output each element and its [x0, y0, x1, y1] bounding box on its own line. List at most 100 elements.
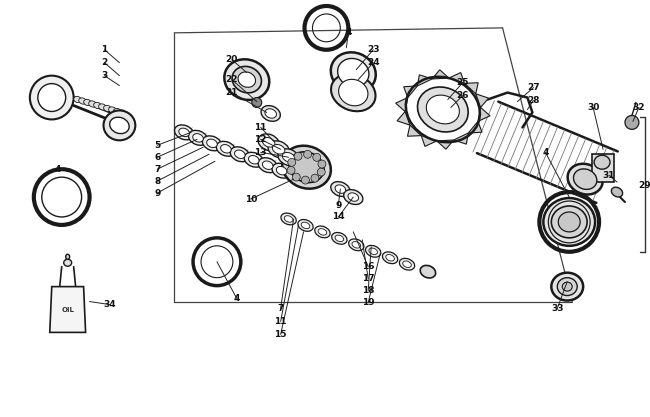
Ellipse shape [73, 96, 81, 103]
Text: 18: 18 [362, 286, 374, 295]
Text: 9: 9 [154, 188, 161, 198]
Ellipse shape [278, 149, 299, 166]
Ellipse shape [94, 103, 101, 108]
Circle shape [30, 75, 73, 119]
Text: 9: 9 [335, 201, 341, 209]
Circle shape [294, 152, 302, 160]
Ellipse shape [258, 158, 278, 173]
Polygon shape [454, 133, 468, 144]
Ellipse shape [282, 146, 331, 189]
Ellipse shape [268, 141, 289, 158]
Ellipse shape [263, 161, 273, 169]
Polygon shape [404, 86, 417, 98]
Ellipse shape [382, 252, 398, 264]
Ellipse shape [103, 106, 111, 112]
Ellipse shape [216, 141, 235, 156]
Ellipse shape [230, 147, 250, 162]
Ellipse shape [335, 235, 344, 241]
Circle shape [625, 116, 639, 129]
Ellipse shape [193, 133, 203, 142]
Text: 5: 5 [154, 141, 161, 150]
Polygon shape [468, 121, 482, 133]
Text: 30: 30 [587, 103, 599, 112]
Ellipse shape [557, 278, 577, 296]
Polygon shape [408, 125, 421, 136]
Text: 25: 25 [456, 78, 469, 87]
Ellipse shape [558, 212, 580, 232]
Ellipse shape [417, 87, 468, 132]
Text: 1: 1 [101, 45, 108, 54]
Ellipse shape [562, 282, 572, 291]
Ellipse shape [248, 156, 259, 164]
Text: 27: 27 [527, 83, 540, 92]
Text: 15: 15 [274, 330, 287, 339]
Circle shape [288, 158, 296, 166]
Ellipse shape [238, 72, 255, 87]
Ellipse shape [235, 150, 245, 158]
Ellipse shape [220, 145, 231, 153]
Text: 21: 21 [226, 88, 238, 97]
Text: 4: 4 [345, 28, 352, 38]
Ellipse shape [276, 166, 287, 175]
Ellipse shape [289, 152, 324, 183]
Ellipse shape [426, 95, 460, 124]
Ellipse shape [348, 239, 364, 251]
Ellipse shape [594, 155, 610, 169]
Ellipse shape [573, 169, 597, 189]
Text: 12: 12 [255, 135, 267, 144]
Text: 28: 28 [527, 96, 540, 105]
Ellipse shape [365, 246, 381, 257]
Ellipse shape [99, 104, 107, 110]
Ellipse shape [258, 134, 280, 151]
Ellipse shape [315, 226, 330, 238]
Text: 7: 7 [278, 304, 284, 313]
Text: 20: 20 [226, 55, 238, 64]
Ellipse shape [272, 163, 291, 178]
Ellipse shape [282, 153, 295, 162]
Text: 19: 19 [362, 298, 374, 307]
Ellipse shape [399, 259, 415, 270]
Circle shape [292, 173, 300, 181]
Ellipse shape [179, 128, 189, 137]
Ellipse shape [272, 144, 285, 154]
Polygon shape [432, 70, 449, 79]
Text: 11: 11 [274, 317, 287, 326]
Ellipse shape [261, 106, 280, 121]
Ellipse shape [66, 254, 70, 259]
Ellipse shape [335, 185, 346, 193]
Text: 4: 4 [542, 148, 549, 157]
Circle shape [287, 166, 295, 174]
Ellipse shape [403, 261, 411, 267]
Polygon shape [449, 73, 465, 83]
Ellipse shape [567, 164, 603, 194]
Circle shape [38, 83, 66, 111]
Ellipse shape [551, 273, 583, 301]
Ellipse shape [344, 190, 363, 204]
Text: 11: 11 [255, 123, 267, 132]
Polygon shape [476, 94, 489, 108]
Text: 3: 3 [101, 71, 108, 80]
Polygon shape [478, 108, 490, 121]
Text: 2: 2 [101, 58, 108, 67]
Text: 22: 22 [226, 75, 238, 84]
Polygon shape [417, 75, 432, 86]
Text: 26: 26 [456, 91, 469, 100]
Ellipse shape [224, 59, 269, 100]
Polygon shape [421, 136, 437, 146]
Polygon shape [396, 98, 408, 111]
Ellipse shape [386, 254, 395, 261]
Text: 14: 14 [332, 212, 345, 221]
Ellipse shape [103, 111, 135, 141]
Ellipse shape [551, 206, 587, 238]
Ellipse shape [543, 198, 595, 246]
Text: 6: 6 [154, 153, 161, 162]
Ellipse shape [84, 99, 92, 106]
Ellipse shape [332, 232, 347, 244]
Ellipse shape [202, 136, 222, 151]
Ellipse shape [337, 58, 369, 87]
Text: 23: 23 [367, 45, 380, 54]
Circle shape [302, 176, 309, 184]
Ellipse shape [352, 241, 361, 248]
Text: 17: 17 [362, 274, 374, 283]
Ellipse shape [174, 125, 194, 140]
